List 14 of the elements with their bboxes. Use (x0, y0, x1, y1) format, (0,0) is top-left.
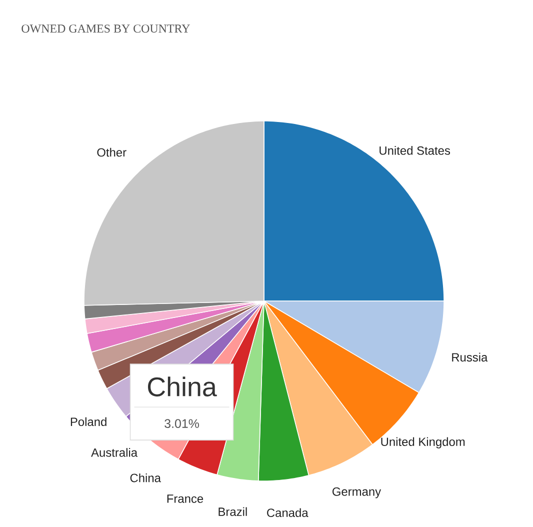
slice-label: United Kingdom (381, 437, 465, 448)
slice-label: United States (380, 146, 450, 155)
slice-label: China (130, 473, 161, 482)
slice-label: France (167, 494, 204, 503)
slice-label: Germany (332, 487, 382, 498)
data-label: 3.01% (164, 419, 199, 428)
chart-title: OWNED GAMES BY COUNTRY (22, 24, 190, 33)
slice-label: Brazil (218, 507, 247, 516)
slice-label: Australia (91, 448, 138, 457)
slice-label: Canada (267, 508, 308, 518)
slice-label: China (148, 376, 217, 396)
slice-label: Other (97, 148, 126, 157)
slice-label: Poland (70, 417, 106, 426)
slice-label: Russia (452, 352, 488, 362)
